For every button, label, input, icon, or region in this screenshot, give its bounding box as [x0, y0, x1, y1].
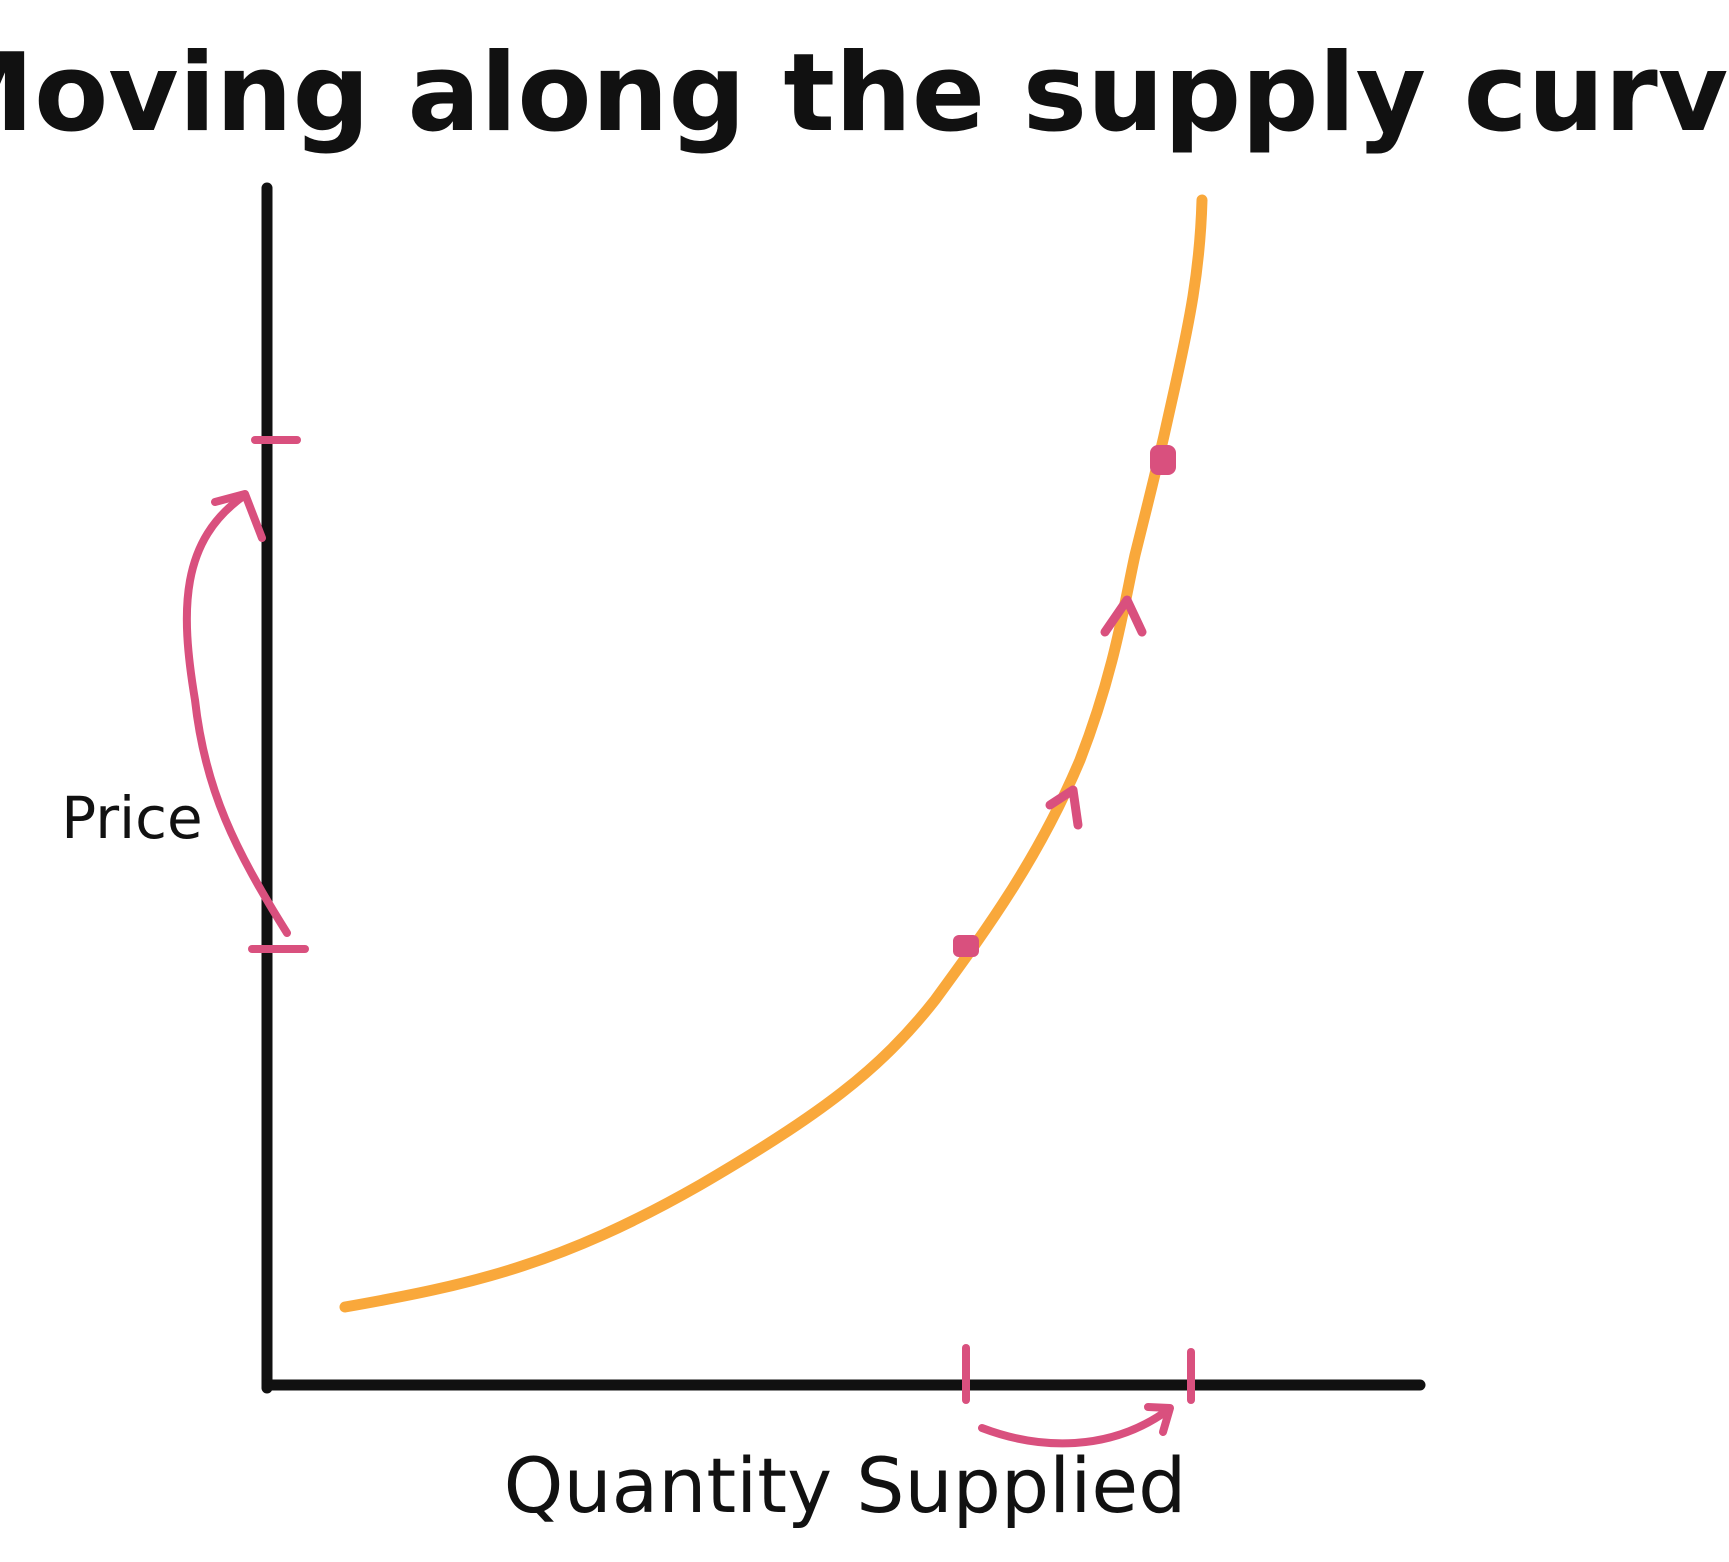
quantity-change-annotation	[962, 1344, 1195, 1448]
curve-chevron-upper	[1100, 595, 1147, 637]
price-increase-arrow	[182, 491, 291, 937]
curve-point-new	[1150, 445, 1176, 475]
y-axis-label: Price	[61, 784, 203, 852]
axes	[261, 182, 1426, 1394]
curve-direction-arrows	[1045, 595, 1147, 830]
diagram-title: Moving along the supply curve	[0, 31, 1729, 156]
price-arrow-head	[211, 490, 266, 542]
supply-curve	[339, 194, 1208, 1313]
price-change-annotation	[182, 436, 309, 953]
quantity-increase-arrow	[978, 1406, 1172, 1448]
x-axis-label: Quantity Supplied	[504, 1441, 1187, 1530]
quantity-arrow-head	[1144, 1403, 1174, 1436]
curve-points	[953, 445, 1176, 957]
curve-point-initial	[953, 935, 979, 957]
curve-chevron-lower	[1045, 785, 1083, 830]
